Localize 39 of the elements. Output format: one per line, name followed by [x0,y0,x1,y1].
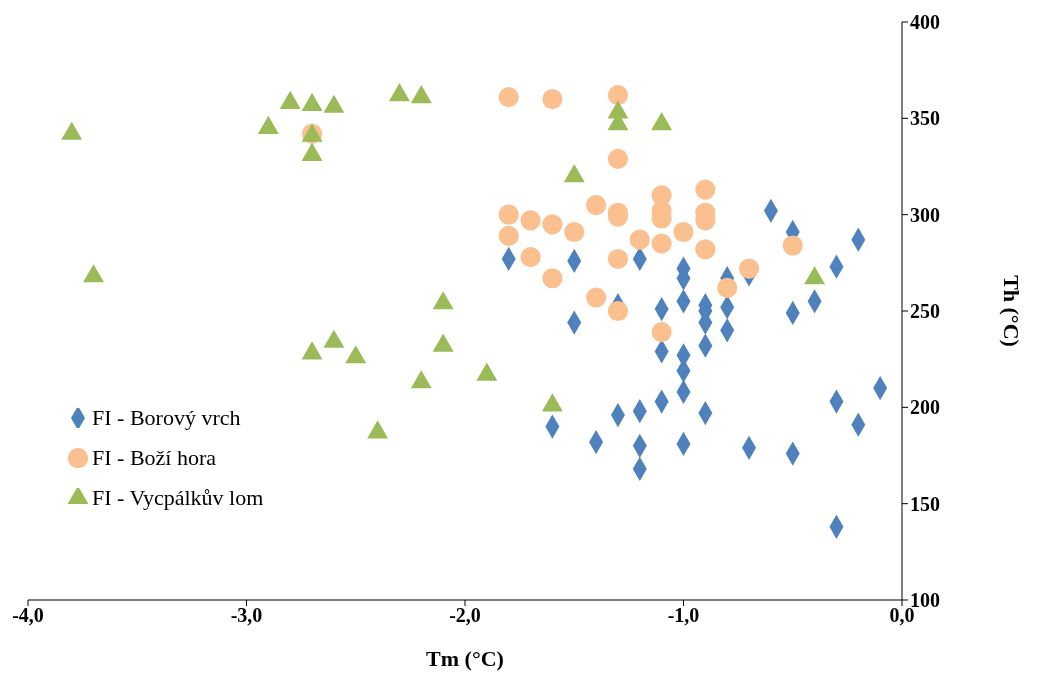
y-tick-label: 200 [910,396,940,419]
y-tick-label: 400 [910,11,940,34]
point [607,248,629,270]
y-tick-label: 150 [910,492,940,515]
point [542,268,563,289]
y-axis-title: Th (°C) [999,275,1025,347]
point [651,322,672,343]
point [498,87,519,108]
point [607,148,629,169]
point [607,85,629,106]
point [651,233,672,254]
point [695,179,716,200]
point [520,210,541,231]
y-tick-label: 300 [910,203,940,226]
point [586,287,607,308]
point [542,88,563,110]
y-tick-label: 350 [910,107,940,130]
point [782,235,803,256]
point [520,246,541,268]
point [673,221,694,243]
x-tick-label: -1,0 [667,604,700,627]
point [695,239,716,260]
point [498,225,519,246]
point [542,214,563,235]
x-tick-label: -4,0 [12,604,44,627]
legend-label: FI - Borový vrch [92,404,241,432]
x-axis-title: Tm (°C) [426,646,504,671]
point [629,229,650,250]
point [586,194,607,216]
y-tick-label: 250 [910,300,940,323]
x-tick-label: -3,0 [230,604,263,627]
point [607,300,629,322]
x-tick-label: -2,0 [449,604,481,627]
point [738,258,760,279]
legend-label: FI - Boží hora [92,444,217,472]
point [564,221,585,243]
point [717,277,738,298]
point [498,204,519,225]
legend-label: FI - Vycpálkův lom [92,484,264,512]
